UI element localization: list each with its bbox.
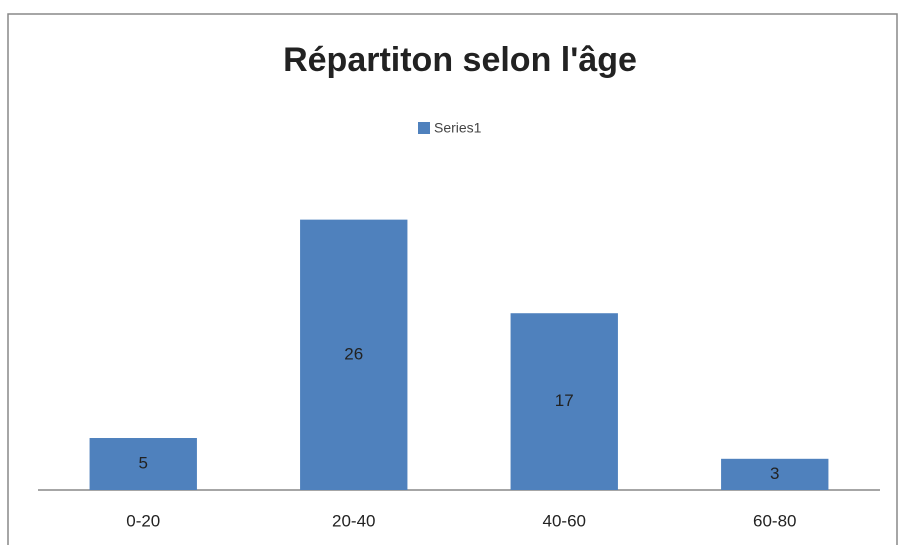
x-tick-label: 0-20 [126, 511, 160, 530]
legend-swatch [418, 122, 430, 134]
bar [89, 438, 197, 490]
data-label: 17 [555, 391, 574, 410]
x-tick-label: 60-80 [753, 511, 796, 530]
x-tick-label: 20-40 [332, 511, 375, 530]
legend-label: Series1 [434, 120, 482, 136]
chart-title: Répartiton selon l'âge [283, 41, 637, 79]
bar [510, 313, 618, 490]
bar [300, 219, 408, 490]
data-label: 5 [139, 453, 148, 472]
data-label: 3 [770, 464, 779, 483]
data-label: 26 [344, 344, 363, 363]
x-tick-label: 40-60 [543, 511, 586, 530]
bar [721, 458, 829, 490]
